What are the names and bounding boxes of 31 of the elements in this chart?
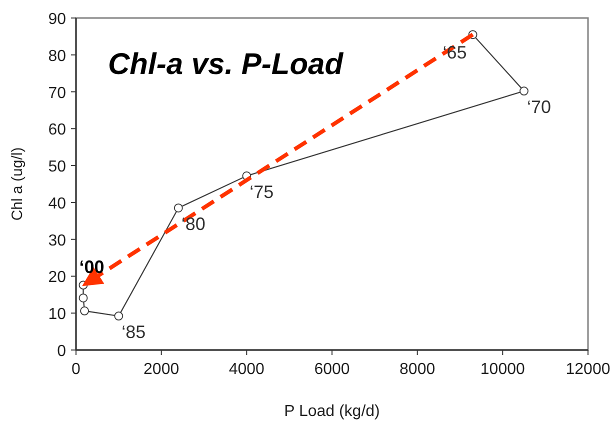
x-tick-label: 8000 (400, 361, 436, 378)
y-tick-label: 90 (48, 11, 66, 28)
y-tick-label: 80 (48, 48, 66, 65)
annotation: ‘65 (442, 42, 467, 63)
x-tick-label: 2000 (144, 361, 180, 378)
annotation: ‘70 (527, 97, 552, 118)
x-tick-label: 10000 (480, 361, 526, 378)
x-tick-label: 4000 (228, 361, 265, 378)
x-axis-title: P Load (kg/d) (284, 403, 380, 420)
annotation: ‘75 (250, 182, 274, 202)
y-tick-label: 60 (48, 122, 66, 139)
annotation: ‘00 (79, 257, 104, 278)
point (78, 293, 88, 302)
annotation: ‘80 (181, 214, 206, 234)
y-tick-label: 70 (48, 84, 66, 102)
point (80, 306, 90, 316)
x-tick-label: 12000 (566, 361, 610, 378)
y-tick-label: 10 (48, 306, 66, 324)
y-tick-label: 40 (48, 195, 66, 212)
y-tick-label: 30 (48, 232, 66, 250)
y-tick-label: 20 (48, 269, 66, 286)
y-tick-label: 0 (57, 343, 66, 360)
y-tick-label: 50 (48, 158, 66, 176)
point (174, 203, 183, 212)
x-tick-label: 0 (72, 361, 81, 378)
text: Chl-a vs. P-Load (108, 48, 344, 81)
x-tick-label: 6000 (314, 361, 350, 378)
y-axis-title: Chl a (ug/l) (9, 147, 26, 221)
point (114, 312, 124, 321)
point (520, 86, 528, 96)
annotation: ‘85 (122, 322, 146, 342)
